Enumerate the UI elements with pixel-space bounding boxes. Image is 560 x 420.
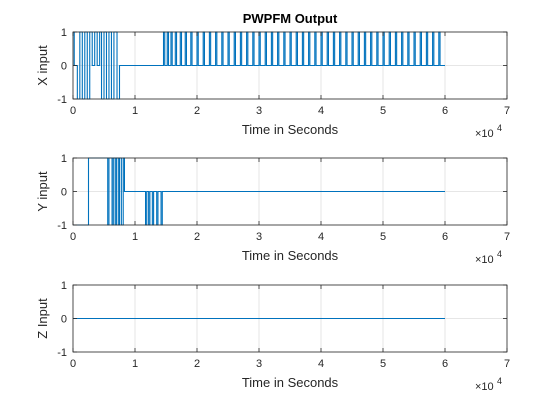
x-exponent-label: ×10 xyxy=(475,254,494,266)
x-tick-label: 0 xyxy=(70,105,76,117)
figure-title: PWPFM Output xyxy=(243,11,338,26)
x-tick-label: 3 xyxy=(256,358,262,370)
x-tick-label: 4 xyxy=(318,358,324,370)
x-tick-label: 7 xyxy=(504,231,510,243)
series-line-1 xyxy=(73,31,445,100)
x-tick-label: 1 xyxy=(132,358,138,370)
x-tick-label: 5 xyxy=(380,358,386,370)
x-tick-label: 5 xyxy=(380,231,386,243)
x-tick-label: 6 xyxy=(442,105,448,117)
x-tick-label: 7 xyxy=(504,358,510,370)
x-tick-label: 2 xyxy=(194,231,200,243)
x-tick-label: 2 xyxy=(194,358,200,370)
x-tick-label: 4 xyxy=(318,231,324,243)
x-axis-label: Time in Seconds xyxy=(242,248,339,263)
x-tick-label: 0 xyxy=(70,231,76,243)
y-tick-label: 1 xyxy=(61,280,67,292)
y-axis-label: X input xyxy=(35,45,50,86)
x-tick-label: 4 xyxy=(318,105,324,117)
x-tick-label: 6 xyxy=(442,231,448,243)
x-tick-label: 7 xyxy=(504,105,510,117)
x-tick-label: 1 xyxy=(132,231,138,243)
x-exponent-label: ×10 xyxy=(475,381,494,393)
x-exponent-label: ×10 xyxy=(475,128,494,140)
y-axis-label: Y input xyxy=(35,171,50,212)
y-tick-label: 1 xyxy=(61,27,67,39)
x-exponent-power: 4 xyxy=(497,123,502,133)
y-tick-label: 0 xyxy=(61,187,67,199)
x-tick-label: 6 xyxy=(442,358,448,370)
x-axis-label: Time in Seconds xyxy=(242,122,339,137)
y-tick-label: 1 xyxy=(61,153,67,165)
y-tick-label: -1 xyxy=(57,94,67,106)
y-tick-label: -1 xyxy=(57,347,67,359)
x-tick-label: 0 xyxy=(70,358,76,370)
x-tick-label: 3 xyxy=(256,231,262,243)
x-axis-label: Time in Seconds xyxy=(242,375,339,390)
x-tick-label: 2 xyxy=(194,105,200,117)
x-tick-label: 1 xyxy=(132,105,138,117)
y-tick-label: -1 xyxy=(57,220,67,232)
y-tick-label: 0 xyxy=(61,61,67,73)
x-exponent-power: 4 xyxy=(497,376,502,386)
x-exponent-power: 4 xyxy=(497,249,502,259)
x-tick-label: 5 xyxy=(380,105,386,117)
x-tick-label: 3 xyxy=(256,105,262,117)
y-axis-label: Z Input xyxy=(35,298,50,339)
y-tick-label: 0 xyxy=(61,314,67,326)
